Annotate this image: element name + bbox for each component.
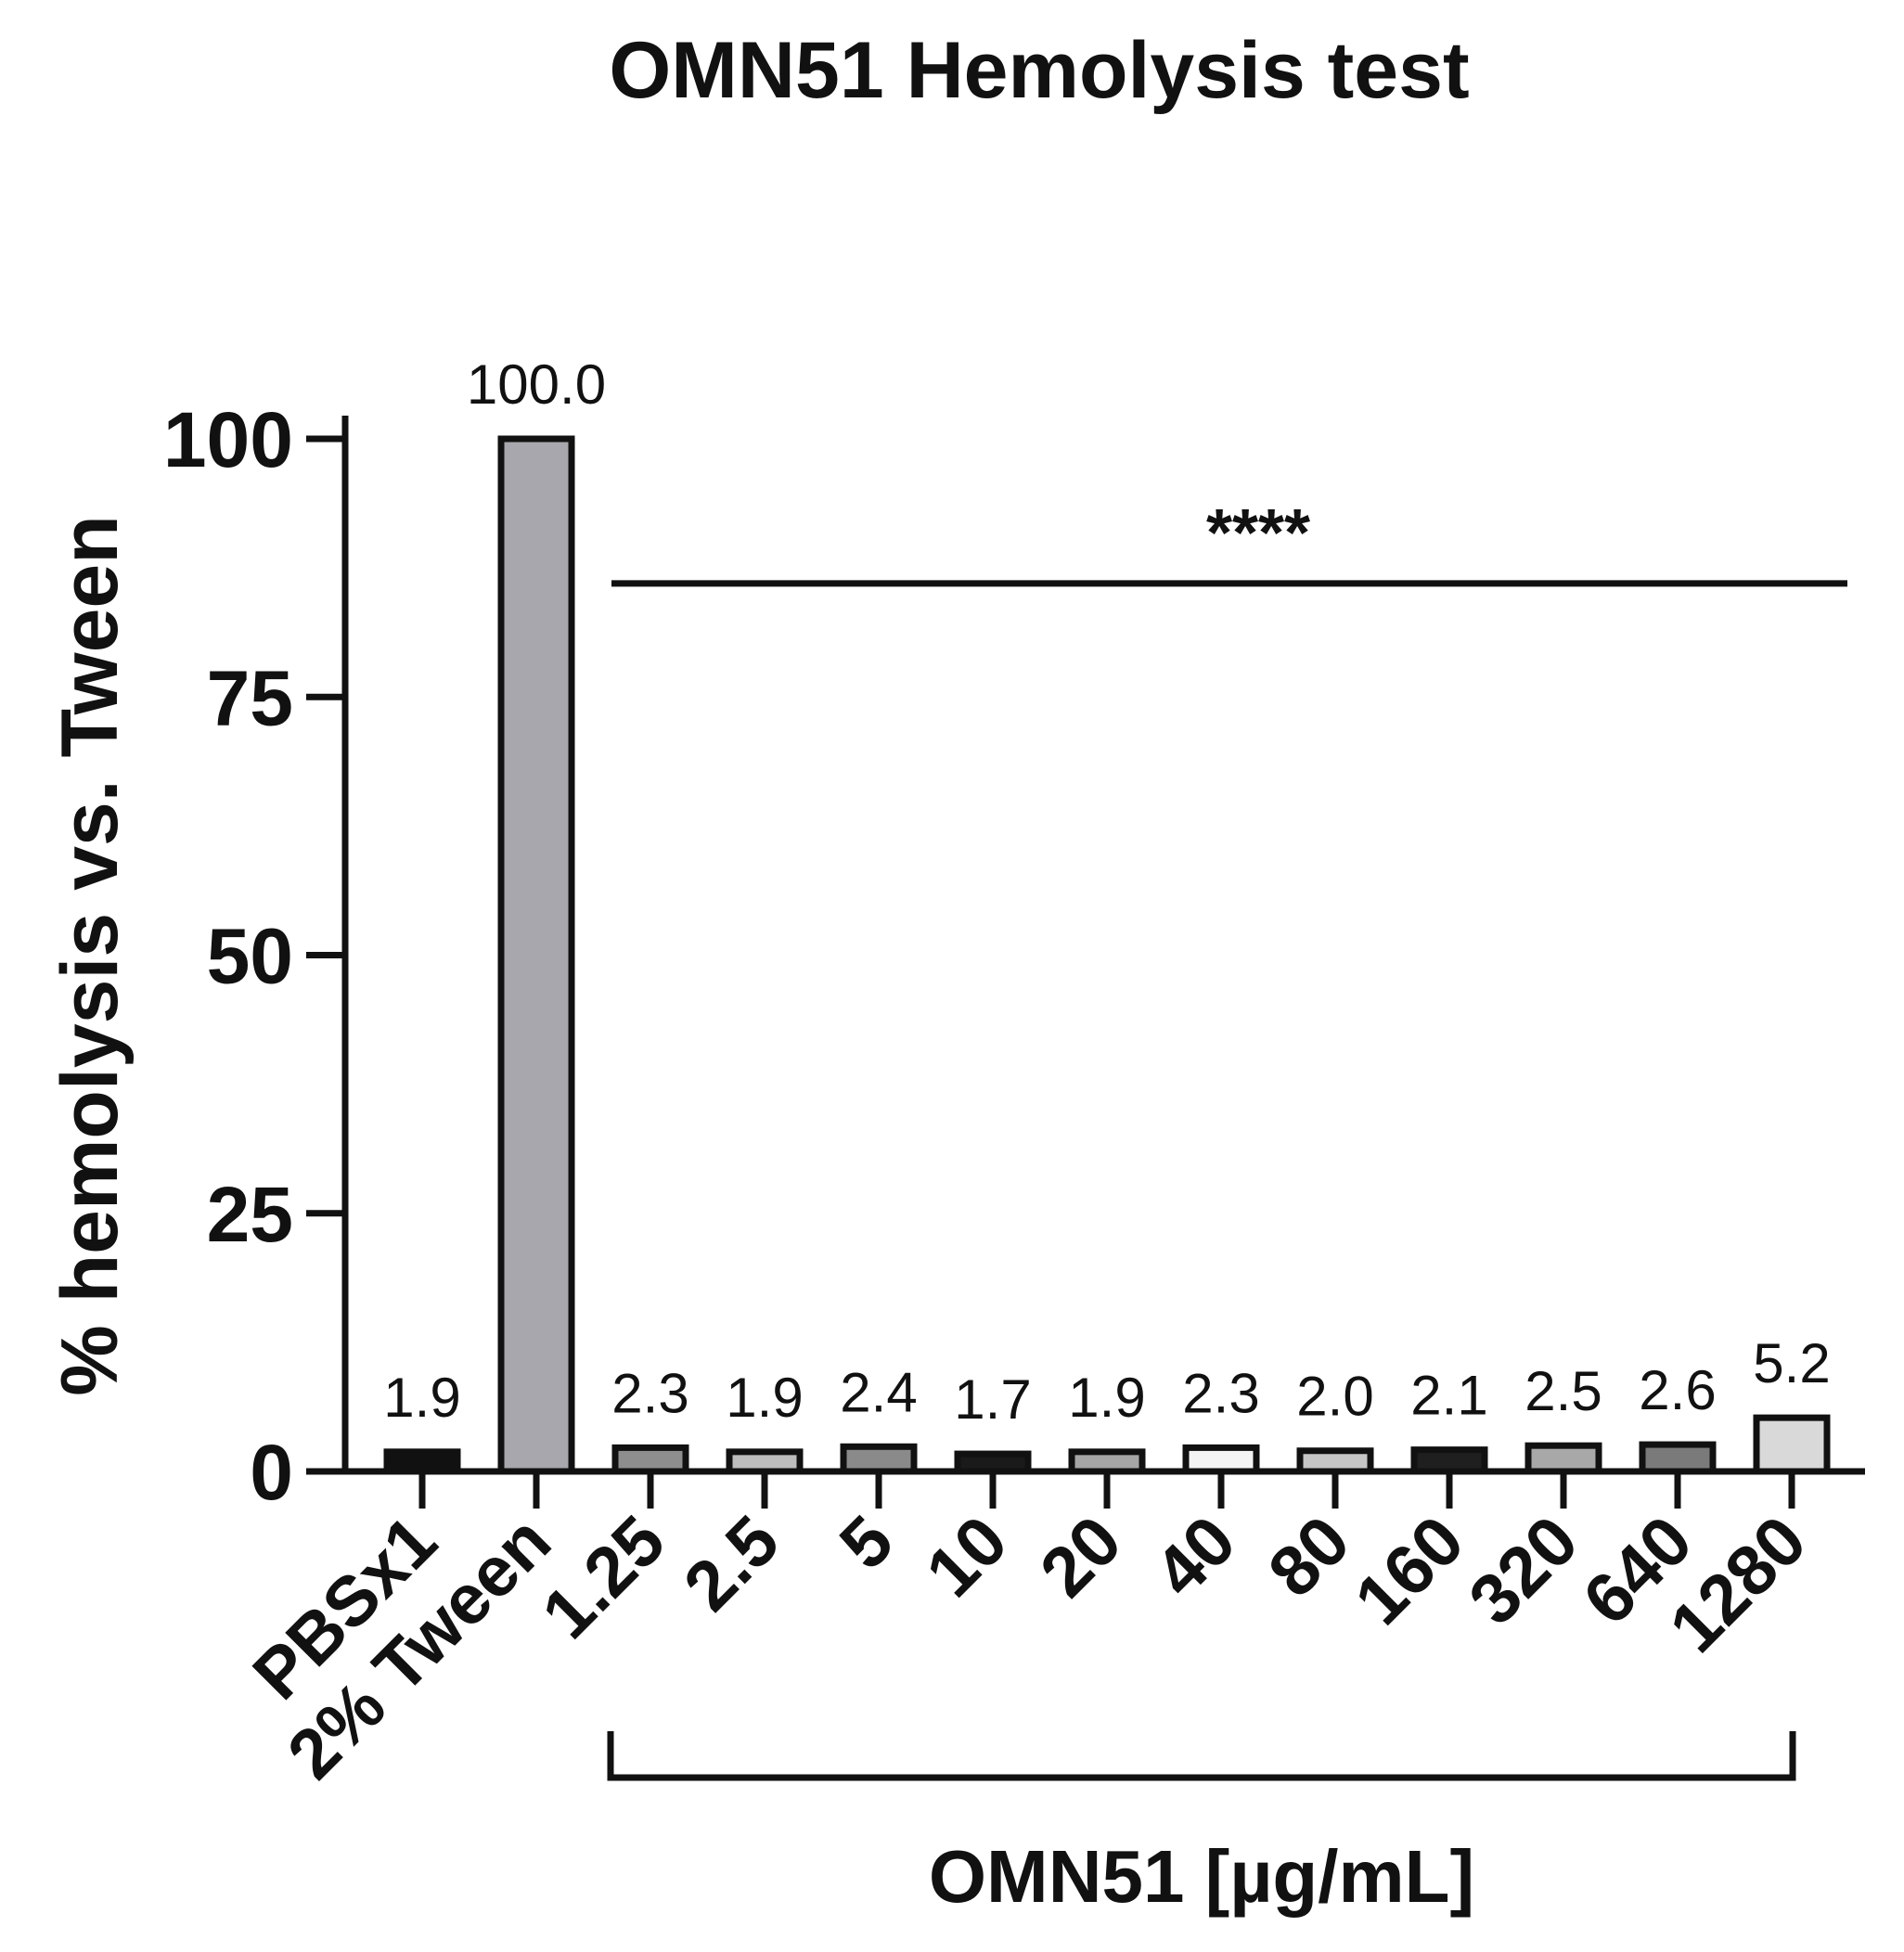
y-tick-label: 25 — [207, 1171, 293, 1258]
bar — [840, 1443, 918, 1475]
data-label: 1.9 — [726, 1367, 803, 1429]
y-tick-label: 100 — [163, 396, 293, 483]
x-category-label: 160 — [1340, 1501, 1479, 1640]
x-category-label: 320 — [1454, 1501, 1593, 1640]
y-axis-label: % hemolysis vs. Tween — [45, 515, 135, 1396]
bar — [1410, 1446, 1488, 1475]
bar — [497, 435, 575, 1475]
data-label: 2.4 — [840, 1361, 917, 1423]
group-bracket — [607, 1731, 1796, 1781]
data-label: 2.6 — [1639, 1359, 1716, 1421]
y-tick-label: 0 — [250, 1429, 293, 1516]
data-label: 2.3 — [611, 1362, 688, 1424]
data-label: 100.0 — [467, 353, 606, 416]
data-label: 2.0 — [1296, 1366, 1373, 1428]
x-category-label: 80 — [1254, 1501, 1365, 1612]
x-category-label: 1.25 — [527, 1501, 680, 1654]
group-label: OMN51 [µg/mL] — [929, 1835, 1474, 1918]
data-label: 1.7 — [954, 1368, 1031, 1431]
data-label: 1.9 — [1068, 1367, 1145, 1429]
data-label: 5.2 — [1753, 1332, 1830, 1394]
significance-label: **** — [1206, 496, 1310, 571]
data-label: 1.9 — [383, 1367, 460, 1429]
bar — [1068, 1448, 1146, 1475]
x-category-label: 20 — [1025, 1501, 1137, 1612]
bar — [1639, 1441, 1717, 1475]
data-label: 2.5 — [1524, 1360, 1602, 1422]
bar — [1182, 1444, 1260, 1475]
bar — [611, 1444, 689, 1475]
bar — [954, 1450, 1032, 1475]
x-category-label: 5 — [825, 1501, 908, 1585]
bar — [726, 1448, 804, 1475]
bar — [383, 1448, 461, 1475]
bar — [1296, 1447, 1374, 1475]
bar — [1753, 1414, 1831, 1475]
chart-title: OMN51 Hemolysis test — [609, 26, 1469, 115]
bar — [1524, 1442, 1602, 1475]
x-category-label: 40 — [1139, 1501, 1251, 1612]
y-tick-label: 50 — [207, 913, 293, 1000]
x-category-label: 10 — [911, 1501, 1023, 1612]
data-label: 2.3 — [1182, 1362, 1259, 1424]
data-label: 2.1 — [1410, 1365, 1487, 1427]
y-tick-label: 75 — [207, 654, 293, 741]
x-category-label: 1280 — [1654, 1501, 1821, 1668]
x-category-label: 2.5 — [669, 1501, 794, 1626]
